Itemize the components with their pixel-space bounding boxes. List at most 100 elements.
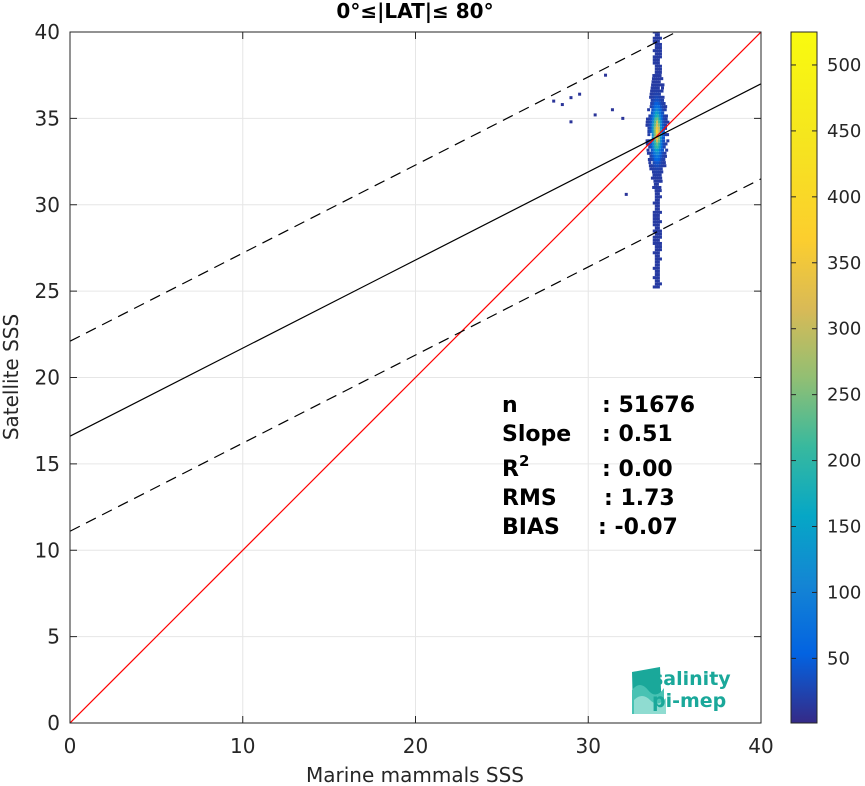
density-cell [647,120,651,124]
density-cell [650,89,654,93]
outlier-point [624,192,628,196]
density-cell [651,108,655,112]
density-cell [655,123,659,127]
density-cell [652,176,656,180]
density-cell [656,36,660,40]
density-cell [659,136,663,140]
density-cell [660,114,664,118]
density-cell [656,55,660,59]
reference-lines [70,32,761,723]
density-cell [656,77,660,81]
chart-title: 0°≤|LAT|≤ 80° [336,0,493,23]
x-tick-label: 0 [64,734,77,758]
density-cell [650,164,654,168]
outlier-point [621,116,625,120]
density-cell [656,61,660,65]
density-cell [654,254,658,258]
density-cell [656,229,660,233]
density-cell [655,179,659,183]
density-cell [656,64,660,68]
stats-box: n : 51676 Slope : 0.51 R2 : 0.00 RMS : 1… [502,393,695,540]
density-cell [653,120,657,124]
density-cell [653,179,657,183]
density-cell [653,182,657,186]
density-cell [656,257,660,261]
density-cell [654,192,658,196]
density-cell [654,232,658,236]
density-cell [654,86,658,90]
density-cell [654,245,658,249]
stat-r2-superscript: 2 [519,452,529,470]
density-cell [660,157,664,161]
density-cell [656,67,660,71]
density-cell [652,61,656,65]
density-cell [657,95,661,99]
density-cell [651,83,655,87]
density-cell [653,167,657,171]
density-cell [654,248,658,252]
density-cell [648,117,652,121]
density-cell [662,139,666,143]
density-cell [647,157,651,161]
density-cell [655,182,659,186]
density-cell [653,154,657,158]
y-tick-label: 20 [35,366,60,390]
density-cell [654,207,658,211]
density-cell [653,130,657,134]
density-cell [655,126,659,130]
density-cell [657,80,661,84]
density-cell [659,111,663,115]
colorbar-tick-label: 300 [827,319,861,340]
density-cell [654,161,658,165]
density-cell [655,83,659,87]
density-cell [659,108,663,112]
density-cell [645,120,649,124]
density-cell [645,117,649,121]
density-cell [653,83,657,87]
density-cell [653,80,657,84]
density-cell [654,279,658,283]
density-cell [656,189,660,193]
density-cell [657,108,661,112]
density-cell [654,220,658,224]
density-cell [651,105,655,109]
density-cell [650,86,654,90]
density-cell [658,195,662,199]
density-cell [656,120,660,124]
density-cell [650,114,654,118]
y-axis: 0 5 10 15 20 25 30 35 40 [35,20,761,735]
density-cell [659,167,663,171]
density-cell [666,139,670,143]
density-cell [649,105,653,109]
density-cell [656,170,660,174]
density-cell [653,164,657,168]
density-cell [659,151,663,155]
density-cell [653,133,657,137]
colorbar-tick-label: 250 [827,385,861,406]
density-cell [654,145,658,149]
density-cell [660,77,664,81]
density-cell [652,210,656,214]
density-cell [656,226,660,230]
density-cell [654,241,658,245]
density-cell [649,123,653,127]
density-cell [654,173,658,177]
stat-bias-label: BIAS [502,515,560,540]
density-cell [654,77,658,81]
density-cell [652,32,656,34]
density-cell [664,142,668,146]
density-cell [655,176,659,180]
density-cell [654,67,658,71]
density-cell [652,86,656,90]
density-cell [663,151,667,155]
density-cell [651,151,655,155]
density-cell [651,77,655,81]
y-tick-label: 5 [47,625,60,649]
density-cell [656,245,660,249]
density-cell [666,120,670,124]
density-cell [653,92,657,96]
density-cell [654,189,658,193]
density-cell [654,89,658,93]
density-cell [646,148,650,152]
density-cell [656,276,660,280]
